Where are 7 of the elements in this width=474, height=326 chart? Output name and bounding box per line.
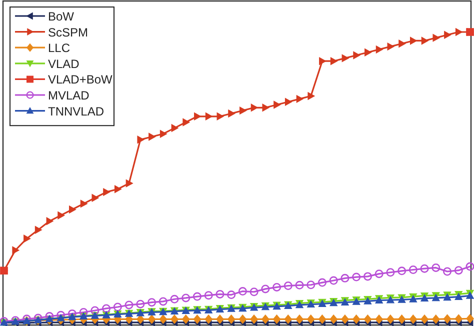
legend-label: BoW xyxy=(48,10,75,24)
legend-label: VLAD+BoW xyxy=(48,72,114,87)
legend-label: VLAD xyxy=(48,56,80,71)
legend-label: TNNVLAD xyxy=(48,104,104,118)
legend-label: LLC xyxy=(48,41,70,56)
legend-label: ScSPM xyxy=(48,25,88,40)
legend-label: MVLAD xyxy=(48,88,90,102)
